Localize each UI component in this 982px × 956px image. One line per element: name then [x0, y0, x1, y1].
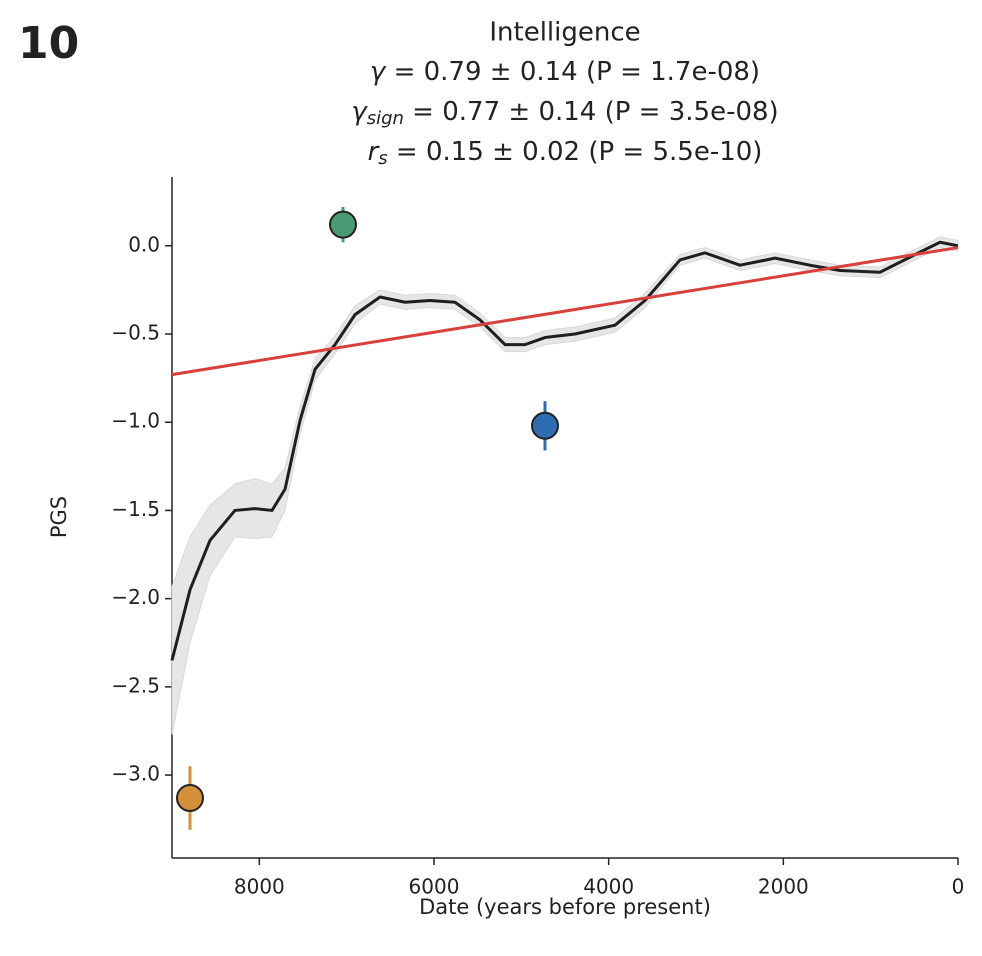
- y-tick-label: −0.5: [111, 321, 160, 345]
- x-tick-label: 4000: [583, 875, 634, 899]
- sample-point: [328, 210, 357, 239]
- stat-symbol: r: [368, 137, 381, 167]
- sample-point: [175, 784, 204, 813]
- y-tick-label: −2.5: [111, 673, 160, 697]
- title-stat: γsign = 0.77 ± 0.14 (P = 3.5e-08): [351, 97, 778, 130]
- y-tick-label: −1.0: [111, 409, 160, 433]
- chart-title: Intelligence: [489, 18, 640, 48]
- trend-line: [170, 240, 959, 661]
- x-tick-label: 2000: [758, 875, 809, 899]
- y-tick-label: −3.0: [111, 762, 160, 786]
- y-tick-label: 0.0: [128, 232, 160, 256]
- x-tick-label: 8000: [234, 875, 285, 899]
- stat-symbol: γ: [370, 57, 387, 87]
- regression-line: [171, 246, 959, 377]
- stat-text: = 0.15 ± 0.02 (P = 5.5e-10): [388, 137, 763, 167]
- stat-text: = 0.79 ± 0.14 (P = 1.7e-08): [385, 57, 760, 87]
- title-stat: rs = 0.15 ± 0.02 (P = 5.5e-10): [368, 137, 763, 170]
- stat-symbol: γ: [351, 97, 368, 127]
- x-axis-label: Date (years before present): [419, 895, 711, 919]
- panel-label: 10: [18, 18, 79, 69]
- x-tick-label: 0: [952, 875, 965, 899]
- stat-subscript: sign: [367, 108, 404, 129]
- stat-text: = 0.77 ± 0.14 (P = 3.5e-08): [404, 97, 779, 127]
- title-stat: γ = 0.79 ± 0.14 (P = 1.7e-08): [370, 57, 760, 87]
- y-tick-label: −2.0: [111, 585, 160, 609]
- y-axis-label: PGS: [47, 496, 71, 538]
- sample-point: [531, 411, 560, 440]
- stat-subscript: s: [378, 148, 387, 169]
- y-tick-label: −1.5: [111, 497, 160, 521]
- x-tick-label: 6000: [409, 875, 460, 899]
